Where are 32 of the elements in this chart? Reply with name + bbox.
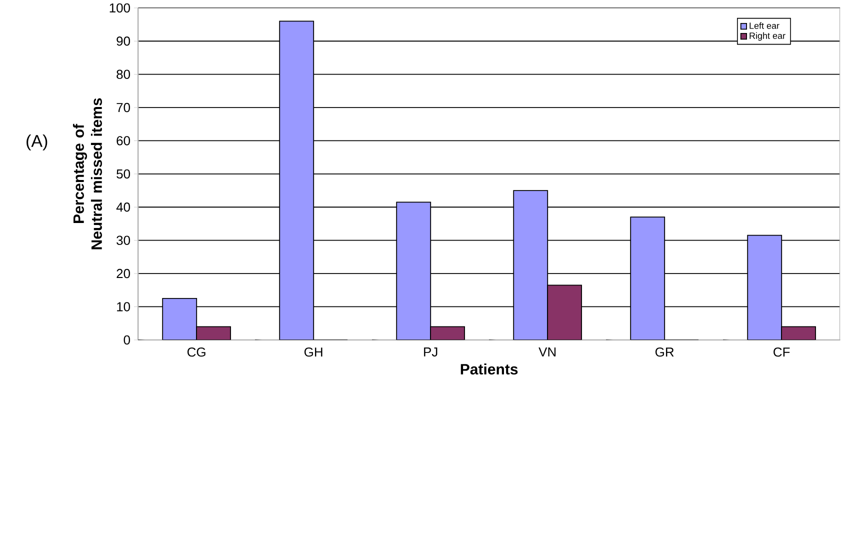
legend-label: Right ear (750, 32, 786, 40)
bar (430, 326, 465, 340)
y-tick-label: 50 (116, 169, 130, 178)
y-tick-label: 80 (116, 70, 130, 79)
y-tick-label: 20 (116, 268, 130, 278)
y-tick-label: 30 (116, 236, 130, 245)
x-tick-label: CF (774, 347, 790, 356)
bar (747, 234, 782, 340)
y-tick-label: 100 (110, 3, 130, 12)
x-tick-label: PJ (424, 347, 438, 356)
x-tick-label: VN (538, 347, 556, 356)
y-tick-label: 60 (116, 136, 130, 146)
x-tick-label: GH (304, 347, 322, 356)
y-tick-label: 10 (117, 302, 130, 312)
bar (781, 326, 816, 340)
x-axis-title: Patients (460, 363, 518, 374)
y-tick-label: 90 (116, 36, 130, 46)
y-tick-label: 0 (124, 335, 130, 344)
bar (630, 216, 666, 340)
x-tick-label: CG (187, 347, 206, 356)
bar (279, 20, 314, 340)
legend-label: Left ear (750, 22, 780, 29)
bar (547, 284, 582, 340)
y-tick-label: 40 (116, 202, 130, 212)
text: (A) (26, 134, 48, 150)
bar (162, 298, 198, 340)
bar (396, 201, 432, 340)
bar (196, 326, 231, 340)
y-axis-title: Percentage of Neutral missed items (72, 98, 102, 249)
x-tick-label: GR (655, 347, 674, 356)
y-tick-label: 70 (116, 102, 130, 112)
bar (513, 190, 548, 340)
